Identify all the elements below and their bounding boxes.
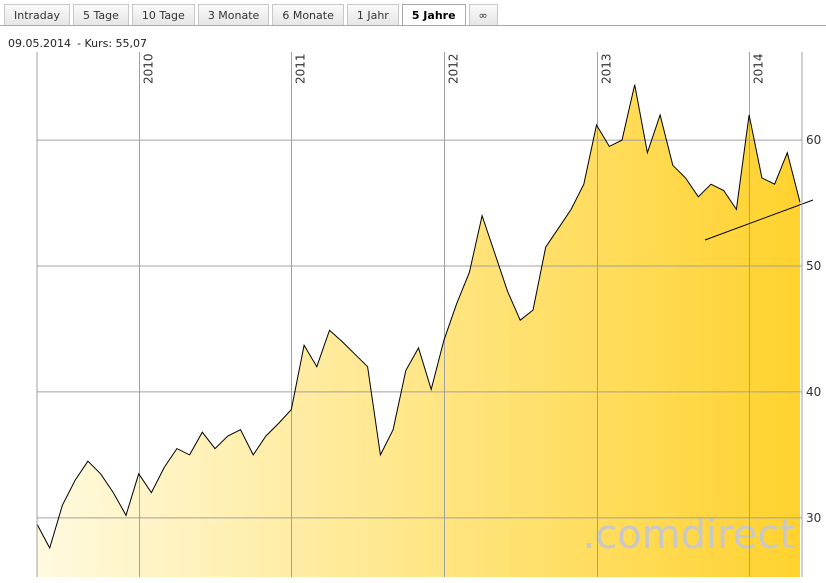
- y-tick-label: 40: [806, 385, 821, 399]
- x-tick-label: 2010: [142, 53, 156, 84]
- tab[interactable]: Intraday: [4, 4, 71, 25]
- tab[interactable]: 10 Tage: [131, 4, 195, 25]
- quote-header: 09.05.2014 - Kurs: 55,07: [8, 37, 147, 50]
- price-line: [36, 84, 801, 550]
- x-tick-label: 2013: [600, 53, 614, 84]
- watermark: .comdirect: [583, 512, 796, 558]
- tab[interactable]: 6 Monate: [272, 4, 344, 25]
- y-tick-label: 60: [806, 133, 821, 147]
- tab[interactable]: 3 Monate: [197, 4, 270, 25]
- x-tick-label: 2012: [447, 53, 461, 84]
- tab-rule: [0, 25, 826, 26]
- x-tick-label: 2014: [752, 53, 766, 84]
- tab[interactable]: ∞: [468, 4, 498, 25]
- tab[interactable]: 5 Jahre: [401, 4, 466, 25]
- quote: - Kurs: 55,07: [76, 37, 148, 50]
- area: [37, 84, 800, 577]
- trend-line: [704, 199, 814, 241]
- date: 09.05.2014: [8, 37, 71, 50]
- tab[interactable]: 1 Jahr: [346, 4, 399, 25]
- y-tick-label: 30: [806, 511, 821, 525]
- y-tick-label: 50: [806, 259, 821, 273]
- tab-bar: Intraday 5 Tage 10 Tage 3 Monate 6 Monate 1 J…: [4, 4, 498, 25]
- tab[interactable]: 5 Tage: [73, 4, 129, 25]
- x-tick-label: 2011: [294, 53, 308, 84]
